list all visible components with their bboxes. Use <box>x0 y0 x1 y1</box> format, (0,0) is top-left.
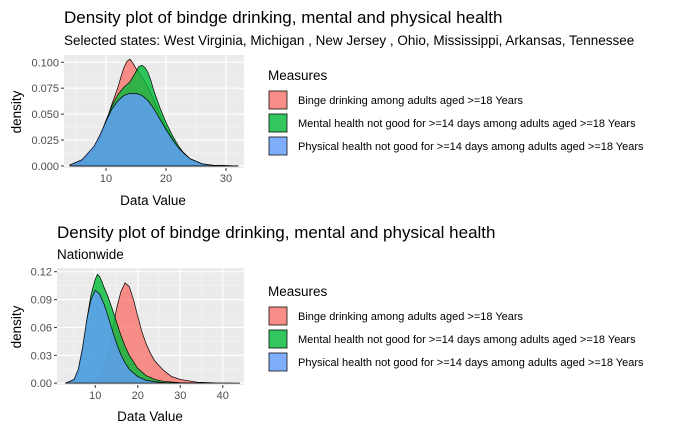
y-tick-label: 0.00 <box>31 378 52 390</box>
y-tick-label: 0.09 <box>31 295 52 307</box>
x-tick-label: 20 <box>160 173 172 185</box>
x-tick-label: 40 <box>217 390 229 402</box>
chart1-areas <box>69 58 239 167</box>
legend-swatch-3 <box>268 352 288 372</box>
chart2-axes: 10 20 30 40 0.00 0.03 0.06 0.09 0.12 <box>31 267 229 402</box>
x-tick-label: 10 <box>89 390 101 402</box>
legend-swatch-1 <box>268 90 288 110</box>
x-tick-label: 10 <box>100 173 112 185</box>
chart2-xlabel: Data Value <box>117 409 183 424</box>
chart2-subtitle: Nationwide <box>57 247 124 262</box>
density-area-series-3 <box>65 289 207 384</box>
y-tick-label: 0.050 <box>31 109 59 121</box>
chart1-axes: 10 20 30 0.000 0.025 0.050 0.075 0.100 <box>31 57 232 185</box>
legend-title: Measures <box>268 68 328 83</box>
legend-label-1: Binge drinking among adults aged >=18 Ye… <box>298 311 524 323</box>
y-tick-label: 0.100 <box>31 57 59 69</box>
legend-swatch-2 <box>268 113 288 133</box>
chart1-title: Density plot of bindge drinking, mental … <box>64 8 503 27</box>
x-tick-label: 20 <box>132 390 144 402</box>
chart1-ylabel: density <box>9 90 24 133</box>
y-tick-label: 0.12 <box>31 267 52 279</box>
chart2-legend: Measures Binge drinking among adults aged… <box>268 284 644 372</box>
legend-label-2: Mental health not good for >=14 days amo… <box>298 334 636 346</box>
chart1-subtitle: Selected states: West Virginia, Michigan… <box>64 33 634 48</box>
chart2-areas <box>65 273 241 384</box>
y-tick-label: 0.03 <box>31 350 52 362</box>
chart1-xlabel: Data Value <box>120 193 186 208</box>
legend-label-3: Physical health not good for >=14 days a… <box>298 141 644 153</box>
x-tick-label: 30 <box>174 390 186 402</box>
legend-swatch-2 <box>268 329 288 349</box>
chart2-title: Density plot of bindge drinking, mental … <box>57 223 496 242</box>
legend-label-3: Physical health not good for >=14 days a… <box>298 357 644 369</box>
legend-label-1: Binge drinking among adults aged >=18 Ye… <box>298 95 524 107</box>
chart1-legend: Measures Binge drinking among adults aged… <box>268 68 644 156</box>
y-tick-label: 0.06 <box>31 322 52 334</box>
legend-title: Measures <box>268 284 328 299</box>
legend-label-2: Mental health not good for >=14 days amo… <box>298 118 636 130</box>
legend-swatch-3 <box>268 136 288 156</box>
x-tick-label: 30 <box>220 173 232 185</box>
chart2-ylabel: density <box>9 305 24 348</box>
density-area-series-3 <box>69 93 239 167</box>
y-tick-label: 0.000 <box>31 161 59 173</box>
y-tick-label: 0.075 <box>31 83 59 95</box>
legend-swatch-1 <box>268 306 288 326</box>
y-tick-label: 0.025 <box>31 135 59 147</box>
